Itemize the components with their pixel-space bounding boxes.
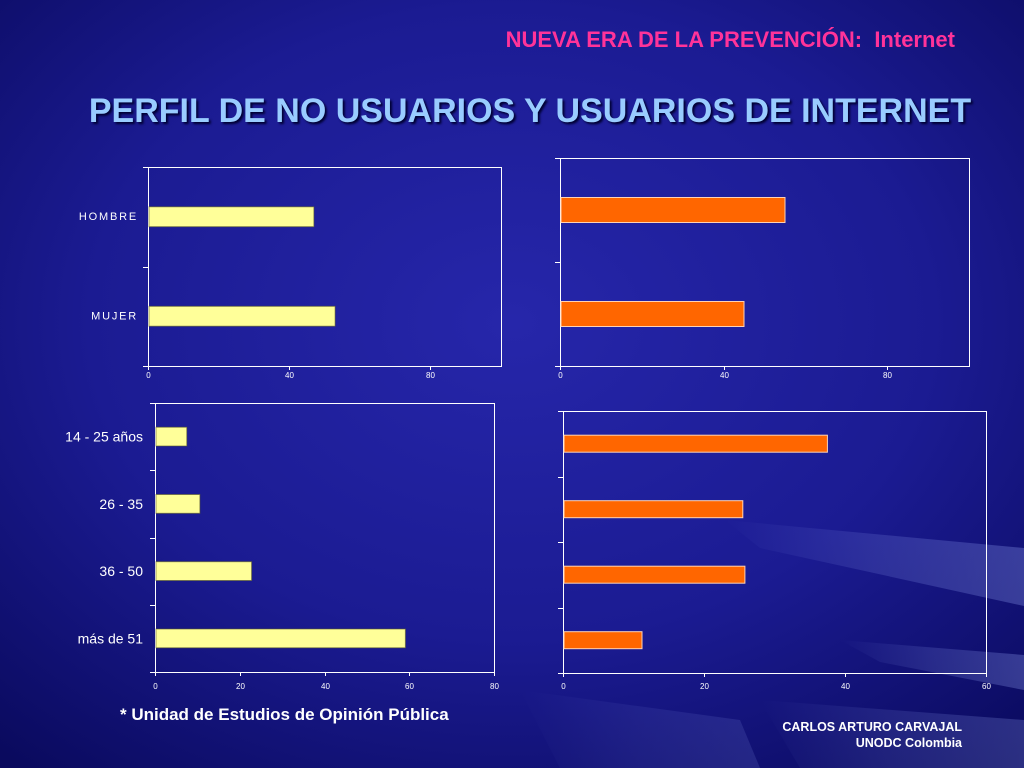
x-tick-label: 0 [561, 682, 566, 691]
bar [560, 301, 745, 327]
age-chart-left: 14 - 25 años 26 - 35 36 - 50 más de 51 0 20 40… [65, 403, 499, 691]
bar [148, 305, 336, 327]
category-label: 26 - 35 [99, 496, 143, 512]
x-tick-label: 60 [405, 682, 414, 691]
gender-chart-right: 0 40 80 [555, 158, 970, 380]
bar [155, 494, 201, 514]
category-label: 36 - 50 [99, 563, 143, 579]
bar [155, 426, 188, 447]
x-tick-label: 60 [982, 682, 991, 691]
x-tick-label: 80 [883, 371, 892, 380]
bar [155, 628, 406, 649]
category-label: HOMBRE [79, 211, 138, 223]
bar [148, 206, 315, 228]
x-tick-label: 40 [285, 371, 294, 380]
plot-area-frame [560, 158, 970, 367]
light-streak [840, 640, 1024, 690]
category-label: 14 - 25 años [65, 429, 143, 445]
light-streak [520, 690, 760, 768]
bar [563, 631, 643, 650]
x-tick-label: 20 [700, 682, 709, 691]
bar [563, 434, 828, 453]
x-tick-label: 40 [841, 682, 850, 691]
slide-subtitle: NUEVA ERA DE LA PREVENCIÓN: Internet [505, 27, 955, 52]
author-block: CARLOS ARTURO CARVAJAL UNODC Colombia [782, 719, 962, 751]
light-streak [725, 520, 1024, 606]
x-tick-label: 80 [490, 682, 499, 691]
bar [560, 197, 786, 223]
category-label: más de 51 [78, 630, 144, 646]
slide-title: PERFIL DE NO USUARIOS Y USUARIOS DE INTE… [88, 92, 972, 130]
age-chart-right: 0 20 40 60 [558, 411, 991, 691]
category-label: MUJER [91, 310, 138, 322]
bar [563, 565, 746, 584]
plot-area-frame [148, 167, 502, 367]
x-tick-label: 40 [720, 371, 729, 380]
x-tick-label: 0 [153, 682, 158, 691]
bar [563, 500, 744, 519]
source-footnote: * Unidad de Estudios de Opinión Pública [120, 705, 449, 724]
author-organization: UNODC Colombia [855, 736, 962, 750]
bar [155, 561, 253, 582]
x-tick-label: 0 [558, 371, 563, 380]
gender-chart-left: HOMBRE MUJER 0 40 80 [79, 167, 502, 380]
x-tick-label: 0 [146, 371, 151, 380]
x-tick-label: 80 [426, 371, 435, 380]
x-tick-label: 20 [236, 682, 245, 691]
x-tick-label: 40 [321, 682, 330, 691]
light-streak [760, 700, 1024, 768]
author-name: CARLOS ARTURO CARVAJAL [782, 720, 962, 734]
plot-area-frame [563, 411, 987, 674]
